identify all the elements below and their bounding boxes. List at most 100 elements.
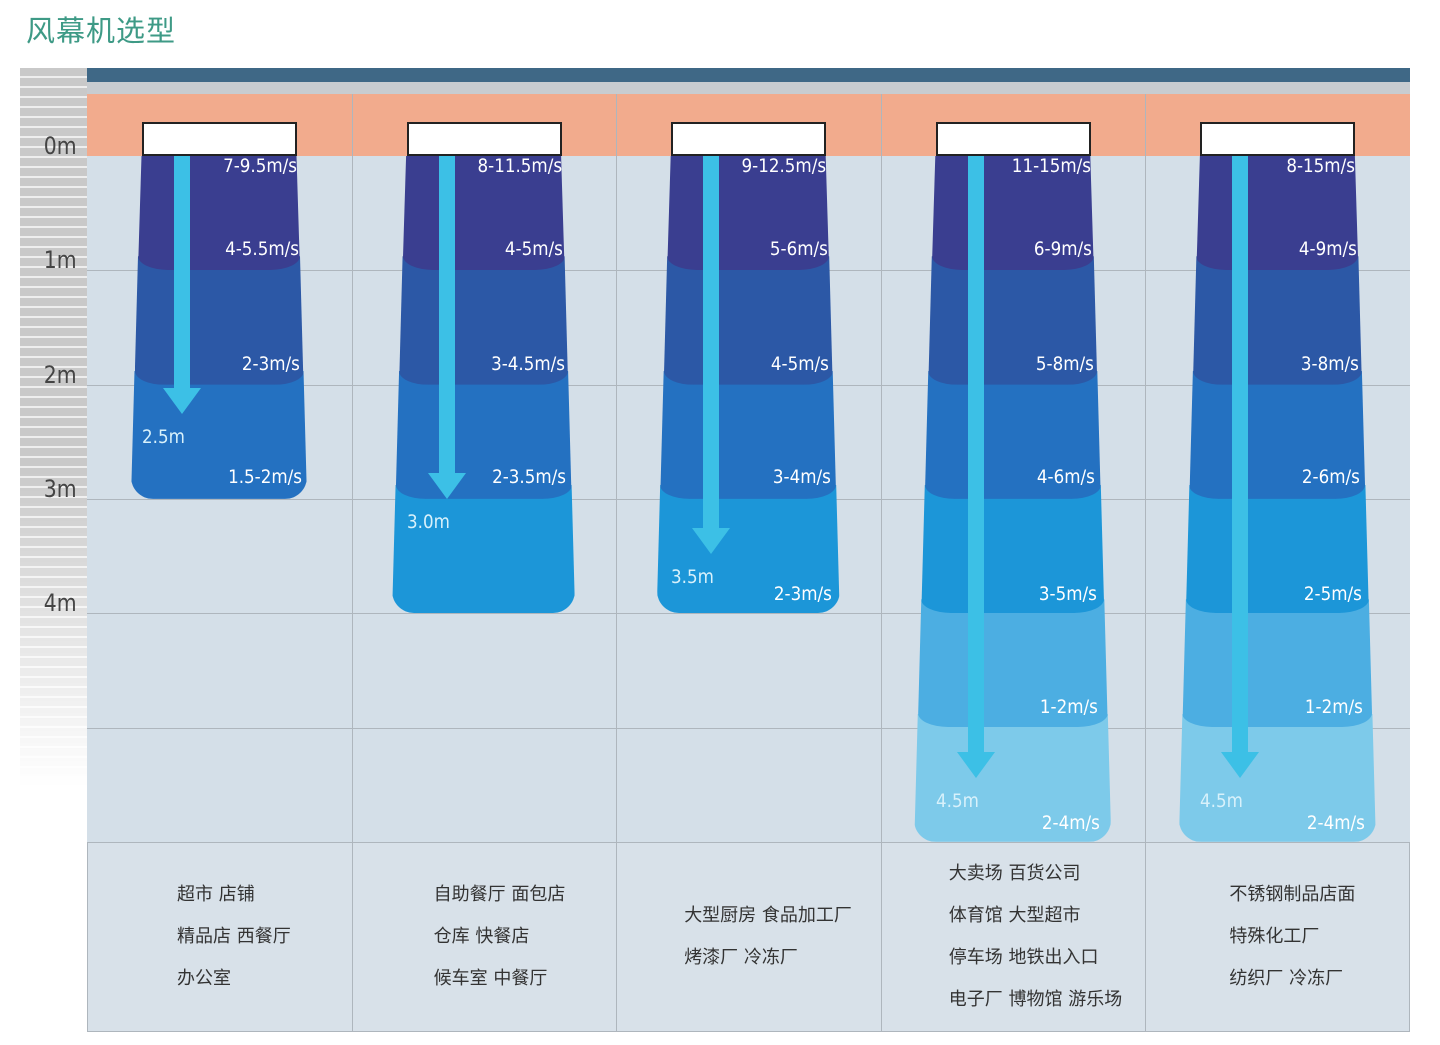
grid-line	[87, 727, 1410, 729]
speed-label: 8-15m/s	[1286, 155, 1356, 178]
speed-label: 3-4m/s	[772, 466, 831, 489]
header-strip	[87, 82, 1410, 94]
airflow-band	[667, 156, 830, 271]
air-curtain-unit	[406, 122, 562, 156]
speed-label: 5-6m/s	[769, 237, 828, 260]
arrow-down-icon	[427, 472, 466, 499]
speed-label: 1-2m/s	[1304, 696, 1363, 719]
air-curtain-unit	[671, 122, 827, 156]
arrow-shaft	[438, 156, 455, 473]
airflow-band	[663, 256, 833, 385]
speed-label: 6-9m/s	[1034, 237, 1093, 260]
throw-distance-label: 4.5m	[1200, 789, 1244, 812]
axis-tick-label: 0m	[44, 132, 77, 160]
airflow-band	[1192, 256, 1362, 385]
throw-distance-label: 2.5m	[142, 426, 185, 449]
application-text: 特殊化工厂	[1229, 926, 1320, 947]
air-curtain-unit	[935, 122, 1091, 156]
application-text: 纺织厂 冷冻厂	[1229, 968, 1344, 989]
column-divider	[1145, 94, 1147, 1032]
arrow-down-icon	[956, 751, 995, 778]
speed-label: 1-2m/s	[1040, 696, 1099, 719]
page-title: 风幕机选型	[26, 14, 177, 48]
speed-label: 2-4m/s	[1306, 811, 1365, 834]
application-text: 烤漆厂 冷冻厂	[684, 947, 798, 968]
applications-row	[87, 842, 1410, 1032]
speed-label: 4-9m/s	[1298, 237, 1357, 260]
application-text: 电子厂 博物馆 游乐场	[948, 989, 1123, 1010]
application-text: 大型厨房 食品加工厂	[684, 905, 852, 926]
airflow-band	[134, 256, 304, 385]
air-curtain-unit	[142, 122, 297, 156]
arrow-down-icon	[1221, 751, 1260, 778]
arrow-shaft	[703, 156, 720, 528]
speed-label: 1.5-2m/s	[227, 466, 302, 489]
column-divider	[616, 94, 618, 1032]
airflow-band	[656, 484, 840, 614]
speed-label: 2-3m/s	[242, 353, 300, 376]
airflow-band	[399, 256, 569, 385]
airflow-band	[921, 484, 1105, 614]
airflow-band	[1185, 484, 1369, 614]
application-text: 体育馆 大型超市	[948, 905, 1081, 926]
airflow-band	[402, 156, 565, 271]
application-text: 仓库 快餐店	[433, 926, 530, 947]
speed-label: 8-11.5m/s	[477, 155, 562, 178]
speed-label: 5-8m/s	[1035, 353, 1094, 376]
speed-label: 3-5m/s	[1038, 582, 1097, 605]
column-divider	[880, 94, 882, 1032]
application-text: 自助餐厅 面包店	[433, 884, 566, 905]
airflow-band	[928, 256, 1098, 385]
airflow-band	[917, 599, 1108, 728]
application-text: 候车室 中餐厅	[433, 968, 548, 989]
speed-label: 2-3m/s	[774, 582, 833, 605]
throw-distance-label: 3.5m	[671, 565, 715, 588]
speed-label: 7-9.5m/s	[223, 155, 297, 178]
speed-label: 4-5.5m/s	[224, 237, 299, 260]
speed-label: 4-6m/s	[1037, 466, 1096, 489]
airflow-band	[1182, 599, 1373, 728]
airflow-band	[138, 156, 300, 271]
speed-label: 2-3.5m/s	[492, 466, 567, 489]
speed-label: 2-6m/s	[1301, 466, 1360, 489]
airflow-band	[931, 156, 1094, 271]
speed-label: 4-5m/s	[771, 353, 830, 376]
air-curtain-unit	[1200, 122, 1356, 156]
application-text: 不锈钢制品店面	[1229, 884, 1356, 905]
arrow-shaft	[1232, 156, 1249, 752]
speed-label: 9-12.5m/s	[741, 155, 827, 178]
axis-tick-label: 2m	[44, 360, 77, 389]
header-bar	[87, 68, 1410, 82]
column-divider	[351, 94, 353, 1032]
application-text: 办公室	[177, 968, 231, 989]
speed-label: 2-4m/s	[1041, 811, 1100, 834]
airflow-band	[395, 370, 572, 499]
airflow-band	[392, 484, 576, 614]
arrow-down-icon	[163, 388, 201, 415]
airflow-band	[914, 713, 1112, 842]
axis-tick-label: 4m	[44, 589, 77, 618]
grid-line	[87, 613, 1410, 615]
speed-label: 3-4.5m/s	[490, 353, 565, 376]
axis-tick-label: 1m	[44, 246, 77, 275]
speed-label: 11-15m/s	[1011, 155, 1091, 178]
throw-distance-label: 4.5m	[935, 789, 979, 812]
airflow-band	[131, 370, 307, 499]
arrow-down-icon	[692, 527, 731, 554]
arrow-shaft	[967, 156, 984, 752]
application-text: 停车场 地铁出入口	[948, 947, 1099, 968]
airflow-band	[1189, 370, 1366, 499]
speed-label: 4-5m/s	[505, 237, 564, 260]
airflow-band	[924, 370, 1101, 499]
airflow-band	[660, 370, 837, 499]
application-text: 超市 店铺	[177, 884, 255, 905]
height-scale	[20, 68, 87, 788]
axis-tick-label: 3m	[44, 474, 77, 503]
speed-label: 3-8m/s	[1300, 353, 1359, 376]
application-text: 大卖场 百货公司	[948, 863, 1081, 884]
throw-distance-label: 3.0m	[406, 510, 450, 533]
airflow-band	[1196, 156, 1359, 271]
airflow-band	[1178, 713, 1376, 842]
arrow-shaft	[174, 156, 190, 389]
application-text: 精品店 西餐厅	[177, 926, 291, 947]
